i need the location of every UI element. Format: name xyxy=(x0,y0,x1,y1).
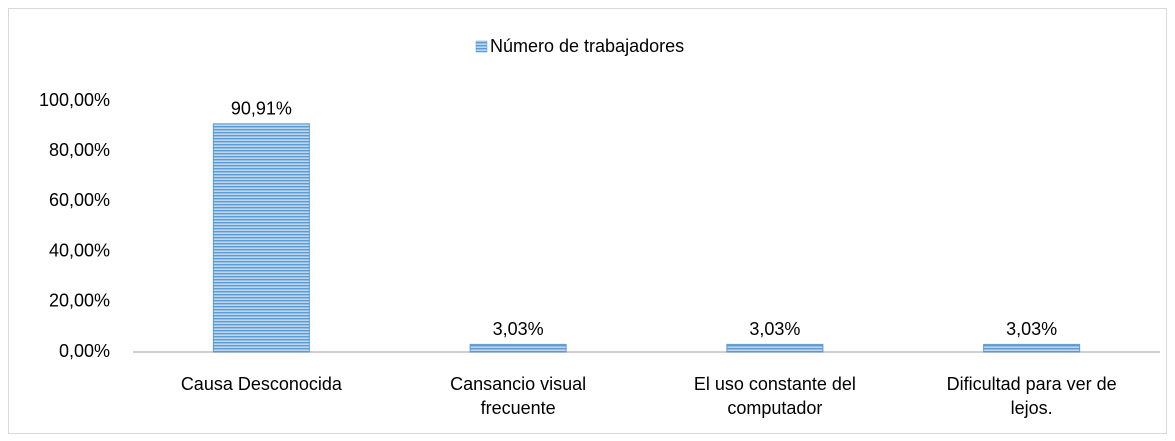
chart-frame xyxy=(8,8,1167,434)
y-tick-label: 80,00% xyxy=(49,140,110,160)
value-label: 3,03% xyxy=(749,319,800,339)
y-tick-label: 60,00% xyxy=(49,190,110,210)
bar xyxy=(983,343,1081,353)
legend-label: Número de trabajadores xyxy=(490,36,684,56)
y-tick-label: 0,00% xyxy=(59,341,110,361)
x-tick-label: Cansancio visual frecuente xyxy=(450,374,587,418)
x-tick-label: Causa Desconocida xyxy=(180,374,342,394)
bar xyxy=(726,343,824,353)
x-tick-label: Dificultad para ver de lejos. xyxy=(946,374,1117,418)
value-label: 90,91% xyxy=(231,99,292,119)
y-tick-label: 20,00% xyxy=(49,291,110,311)
value-label: 3,03% xyxy=(1006,319,1057,339)
y-tick-label: 100,00% xyxy=(39,90,110,110)
y-tick-label: 40,00% xyxy=(49,240,110,260)
bar xyxy=(469,343,567,353)
bar xyxy=(212,123,310,353)
value-label: 3,03% xyxy=(493,319,544,339)
x-tick-label: El uso constante del computador xyxy=(693,374,856,418)
legend-swatch xyxy=(475,40,488,53)
